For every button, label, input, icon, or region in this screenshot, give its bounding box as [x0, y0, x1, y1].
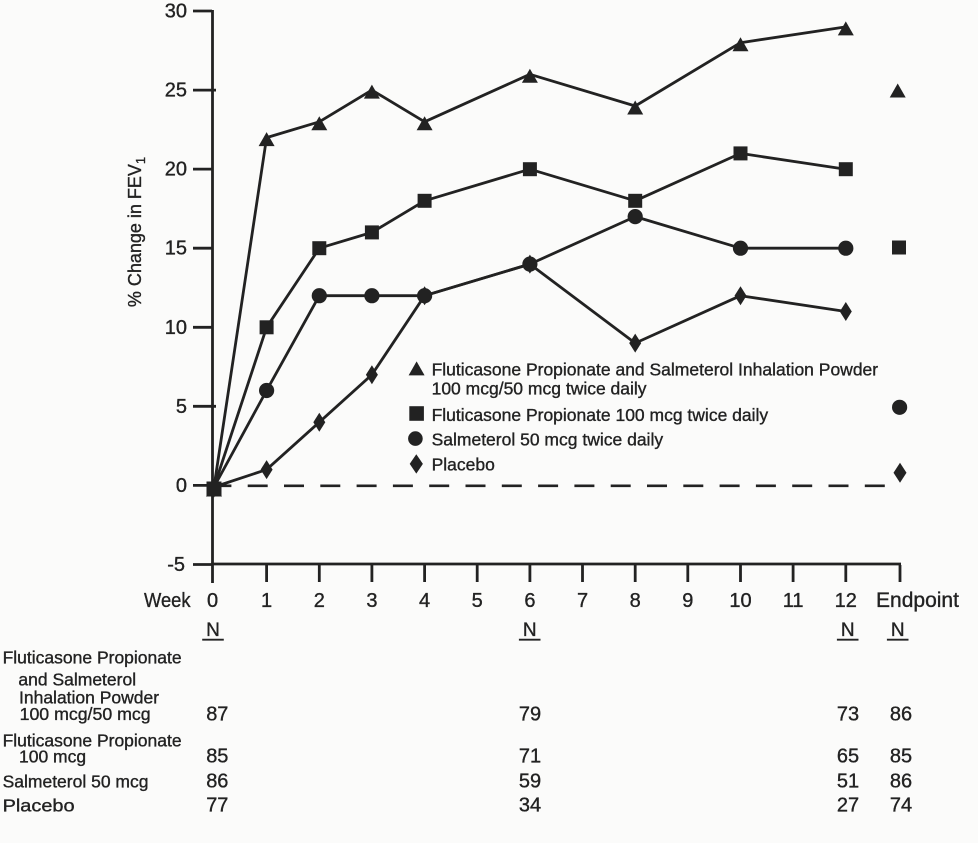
- svg-text:Fluticasone Propionate: Fluticasone Propionate: [3, 648, 182, 668]
- svg-text:100 mcg/50 mcg: 100 mcg/50 mcg: [20, 704, 151, 724]
- svg-text:15: 15: [165, 238, 187, 260]
- svg-text:3: 3: [366, 590, 377, 612]
- svg-text:85: 85: [206, 745, 228, 767]
- svg-text:12: 12: [835, 590, 857, 612]
- svg-text:Salmeterol 50 mcg: Salmeterol 50 mcg: [3, 772, 149, 792]
- svg-text:Salmeterol 50 mcg twice daily: Salmeterol 50 mcg twice daily: [432, 430, 664, 450]
- svg-text:Inhalation Powder: Inhalation Powder: [19, 687, 159, 707]
- svg-text:Endpoint: Endpoint: [876, 589, 959, 612]
- svg-text:77: 77: [206, 795, 228, 817]
- svg-text:N: N: [206, 620, 220, 641]
- svg-text:65: 65: [837, 745, 859, 767]
- svg-text:51: 51: [837, 771, 859, 793]
- svg-text:and Salmeterol: and Salmeterol: [18, 670, 136, 690]
- svg-text:86: 86: [206, 771, 228, 793]
- svg-text:1: 1: [261, 590, 272, 612]
- svg-text:0: 0: [207, 590, 218, 612]
- svg-text:% Change in FEV1: % Change in FEV1: [125, 157, 148, 307]
- svg-text:5: 5: [472, 590, 483, 612]
- svg-text:10: 10: [729, 590, 751, 612]
- svg-text:Placebo: Placebo: [3, 796, 75, 816]
- svg-text:27: 27: [837, 795, 859, 817]
- svg-text:86: 86: [890, 771, 912, 793]
- svg-text:Placebo: Placebo: [432, 455, 495, 475]
- svg-text:Week: Week: [144, 590, 191, 612]
- svg-text:N: N: [841, 620, 855, 641]
- svg-text:9: 9: [682, 590, 693, 612]
- svg-text:6: 6: [524, 590, 535, 612]
- svg-text:Fluticasone Propionate: Fluticasone Propionate: [3, 730, 182, 750]
- svg-text:7: 7: [577, 590, 588, 612]
- svg-text:20: 20: [165, 159, 187, 181]
- svg-text:Fluticasone Propionate 100 mcg: Fluticasone Propionate 100 mcg twice dai…: [432, 405, 769, 425]
- svg-text:N: N: [523, 620, 537, 641]
- svg-text:71: 71: [519, 745, 541, 767]
- svg-text:5: 5: [176, 396, 187, 418]
- svg-text:59: 59: [519, 771, 541, 793]
- svg-text:8: 8: [630, 590, 641, 612]
- svg-text:2: 2: [314, 590, 325, 612]
- svg-text:Fluticasone Propionate and Sal: Fluticasone Propionate and Salmeterol In…: [432, 360, 879, 380]
- svg-text:30: 30: [165, 1, 187, 23]
- svg-text:25: 25: [165, 80, 187, 102]
- svg-text:4: 4: [419, 590, 430, 612]
- svg-text:11: 11: [783, 590, 804, 612]
- svg-text:87: 87: [206, 704, 228, 726]
- svg-text:86: 86: [890, 704, 912, 726]
- svg-text:85: 85: [890, 745, 912, 767]
- svg-text:10: 10: [165, 317, 187, 339]
- svg-text:79: 79: [519, 704, 541, 726]
- svg-text:100 mcg/50 mcg twice daily: 100 mcg/50 mcg twice daily: [432, 379, 647, 399]
- svg-text:74: 74: [890, 795, 912, 817]
- svg-text:34: 34: [519, 795, 541, 817]
- svg-text:0: 0: [176, 475, 187, 497]
- svg-text:N: N: [891, 620, 905, 641]
- svg-text:-5: -5: [167, 554, 185, 576]
- svg-text:100 mcg: 100 mcg: [19, 746, 86, 766]
- svg-text:73: 73: [837, 704, 859, 726]
